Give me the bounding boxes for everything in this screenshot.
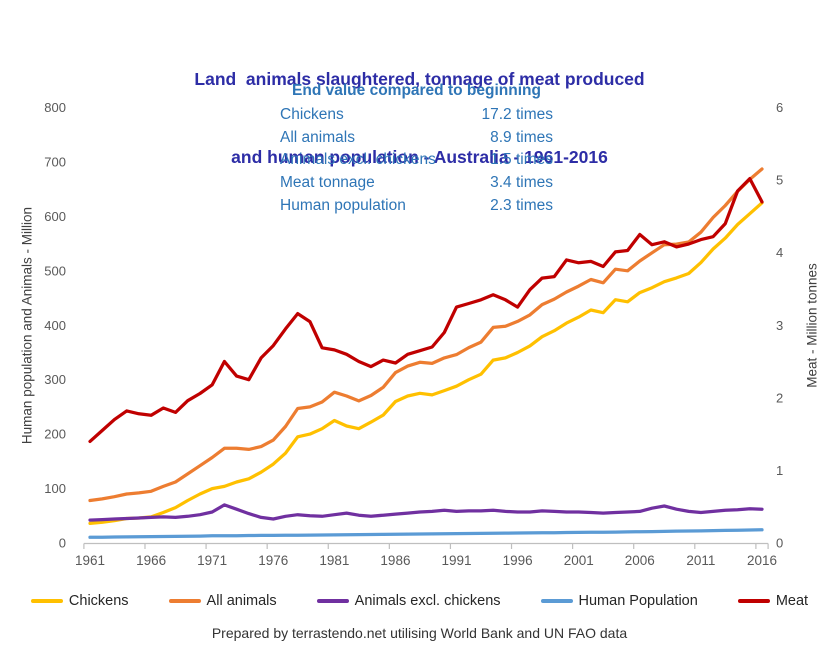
legend-label: Meat (775, 593, 809, 609)
x-tick-label: 2001 (564, 553, 594, 568)
left-tick-label: 0 (59, 536, 66, 551)
annotation-header: End value compared to beginning (292, 82, 541, 99)
legend-item: Chickens (30, 593, 129, 609)
left-tick-label: 200 (44, 427, 66, 442)
annotation-label: Animals excl. chickens (280, 151, 436, 169)
annotation-block: End value compared to beginning Chickens… (280, 82, 553, 217)
x-tick-label: 1981 (319, 553, 349, 568)
x-tick-label: 1971 (197, 553, 227, 568)
right-tick-label: 3 (776, 318, 783, 333)
x-tick-label: 2006 (625, 553, 655, 568)
right-axis-title: Meat - Million tonnes (804, 263, 820, 388)
series-line-animals-excl-chickens (88, 503, 764, 522)
legend-label: Animals excl. chickens (354, 593, 501, 609)
legend-label: Human Population (578, 593, 698, 609)
x-tick-label: 1986 (380, 553, 410, 568)
annotation-row: All animals 8.9 times (280, 127, 553, 150)
legend-swatch (316, 599, 349, 603)
legend-swatch (168, 599, 201, 603)
annotation-value: 17.2 times (481, 106, 553, 124)
left-tick-label: 800 (44, 100, 66, 115)
right-tick-label: 6 (776, 100, 783, 115)
legend-swatch (737, 599, 770, 603)
x-tick-label: 1961 (75, 553, 105, 568)
left-tick-label: 300 (44, 372, 66, 387)
legend-label: All animals (206, 593, 277, 609)
legend-item: All animals (168, 593, 277, 609)
x-tick-label: 1996 (503, 553, 533, 568)
left-tick-label: 500 (44, 263, 66, 278)
x-tick-label: 1966 (136, 553, 166, 568)
annotation-label: Chickens (280, 106, 344, 124)
series-line-human-population (88, 528, 764, 539)
annotation-label: Meat tonnage (280, 174, 375, 192)
annotation-label: All animals (280, 128, 355, 146)
annotation-rows: Chickens 17.2 times All animals 8.9 times An… (280, 104, 553, 217)
right-tick-label: 0 (776, 536, 783, 551)
legend-item: Animals excl. chickens (316, 593, 501, 609)
annotation-row: Chickens 17.2 times (280, 104, 553, 127)
x-tick-label: 1991 (442, 553, 472, 568)
annotation-row: Animals excl. chickens 1.5 times (280, 149, 553, 172)
annotation-value: 1.5 times (490, 151, 553, 169)
right-tick-label: 2 (776, 390, 783, 405)
left-tick-label: 700 (44, 154, 66, 169)
annotation-row: Meat tonnage 3.4 times (280, 172, 553, 195)
annotation-row: Human population 2.3 times (280, 194, 553, 217)
left-tick-label: 100 (44, 481, 66, 496)
x-tick-label: 1976 (258, 553, 288, 568)
annotation-value: 8.9 times (490, 128, 553, 146)
annotation-value: 2.3 times (490, 196, 553, 214)
chart-title: Land animals slaughtered, tonnage of mea… (0, 14, 839, 222)
chart-title-line1: Land animals slaughtered, tonnage of mea… (194, 69, 645, 89)
legend-label: Chickens (68, 593, 129, 609)
left-axis-title: Human population and Animals - Million (19, 206, 35, 445)
chart-title-line2: and human population - Australia - 1961-… (231, 147, 608, 167)
legend-swatch (540, 599, 573, 603)
right-tick-label: 5 (776, 173, 783, 188)
annotation-value: 3.4 times (490, 174, 553, 192)
legend-item: Human Population (540, 593, 698, 609)
x-tick-label: 2016 (747, 553, 777, 568)
left-tick-label: 600 (44, 209, 66, 224)
x-tick-label: 2011 (686, 553, 715, 568)
legend-swatch (30, 599, 63, 603)
right-tick-label: 1 (776, 463, 783, 478)
legend-item: Meat (737, 593, 809, 609)
footer-credit: Prepared by terrastendo.net utilising Wo… (211, 625, 628, 641)
left-tick-label: 400 (44, 318, 66, 333)
annotation-label: Human population (280, 196, 406, 214)
series-line-all-animals (88, 167, 764, 503)
right-tick-label: 4 (776, 245, 783, 260)
legend: Chickens All animals Animals excl. chicken… (0, 593, 839, 609)
series-line-chickens (88, 201, 764, 526)
series-line-meat (88, 176, 764, 444)
